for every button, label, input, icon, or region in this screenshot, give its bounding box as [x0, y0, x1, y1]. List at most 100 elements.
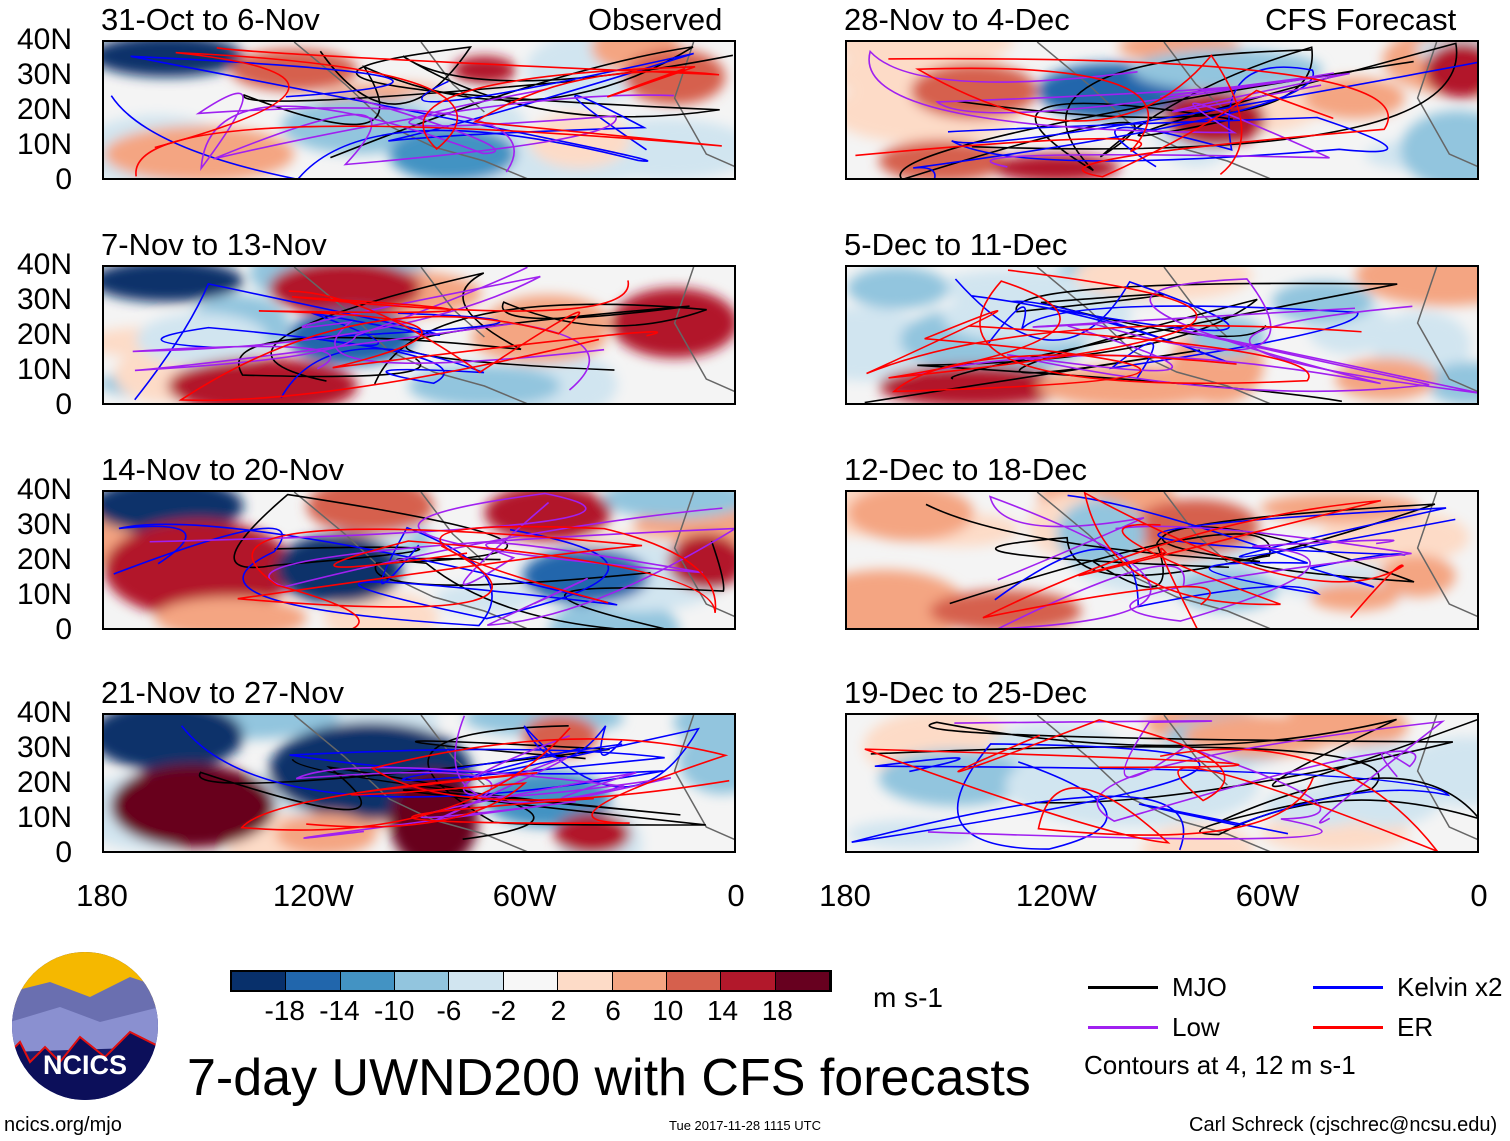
colorbar-label: -2	[491, 995, 517, 1026]
contour-mjo	[233, 493, 651, 586]
contour-low	[1115, 525, 1412, 622]
contour-low	[1006, 305, 1477, 394]
anomaly-shade	[484, 492, 612, 541]
map-panel	[102, 490, 736, 630]
panel-title: 12-Dec to 18-Dec	[844, 452, 1087, 487]
anomaly-shade	[268, 267, 421, 316]
colorbar-label: 10	[652, 995, 684, 1026]
colorbar-swatch	[612, 972, 667, 990]
contour-mjo	[949, 526, 1415, 605]
anomaly-shade	[1379, 555, 1456, 597]
x-tick-label: 180	[819, 878, 871, 913]
y-tick-label: 40N	[16, 696, 72, 729]
panel-title: 5-Dec to 11-Dec	[844, 227, 1068, 262]
anomaly-shade	[110, 764, 276, 848]
y-tick-label: 0	[55, 163, 72, 196]
contour-low	[268, 507, 734, 626]
contour-er	[258, 280, 659, 369]
anomaly-shade	[1355, 267, 1477, 306]
legend-line	[1313, 986, 1383, 989]
contour-mjo	[928, 718, 1477, 804]
contour-er	[135, 47, 722, 177]
legend-label: Low	[1172, 1012, 1220, 1042]
contour-low	[927, 720, 1323, 840]
legend-line	[1088, 1026, 1158, 1029]
colorbar	[230, 970, 832, 992]
colorbar-label: -14	[319, 995, 360, 1026]
panel-title: 7-Nov to 13-Nov	[101, 227, 327, 262]
footer-credit: Carl Schreck (cjschrec@ncsu.edu)	[1189, 1114, 1498, 1136]
anomaly-shade	[668, 534, 734, 590]
anomaly-shade	[1183, 715, 1336, 757]
contour-low	[149, 492, 703, 586]
legend-label: ER	[1397, 1012, 1434, 1042]
observed-header: Observed	[588, 2, 723, 37]
map-panel	[102, 265, 736, 405]
contour-low	[295, 715, 625, 822]
coastline	[1036, 42, 1477, 178]
x-tick-label: 120W	[272, 878, 354, 913]
colorbar-swatch	[449, 972, 504, 990]
contour-mjo	[899, 46, 1414, 178]
footer-url[interactable]: ncics.org/mjo	[4, 1114, 122, 1136]
y-tick-label: 10N	[16, 353, 72, 386]
y-tick-label: 0	[55, 613, 72, 646]
colorbar-swatch	[395, 972, 450, 990]
ncics-logo: NCICS	[12, 952, 158, 1100]
x-tick-label: 60W	[1235, 878, 1300, 913]
anomaly-shade	[104, 715, 244, 771]
contour-er	[237, 528, 643, 628]
colorbar-swatch	[232, 972, 287, 990]
y-tick-label: 10N	[16, 128, 72, 161]
anomaly-shade	[167, 358, 358, 403]
y-tick-label: 30N	[16, 731, 72, 764]
anomaly-shade	[528, 112, 631, 168]
map-panel	[102, 713, 736, 853]
contour-mjo	[237, 272, 522, 382]
anomaly-shade	[1400, 110, 1477, 178]
anomaly-shade	[878, 750, 1031, 806]
anomaly-shade	[992, 154, 1120, 178]
forecast-header: CFS Forecast	[1265, 2, 1457, 37]
x-tick-label: 60W	[492, 878, 557, 913]
colorbar-label: 14	[706, 995, 739, 1026]
x-tick-label: 0	[1470, 878, 1488, 913]
contour-er	[333, 525, 717, 613]
map-panel	[845, 490, 1479, 630]
contour-low	[132, 275, 605, 370]
x-tick-label: 120W	[1015, 878, 1097, 913]
contour-er	[888, 269, 1310, 385]
y-tick-label: 20N	[16, 766, 72, 799]
map-panel	[845, 40, 1479, 180]
panel-title: 28-Nov to 4-Dec	[844, 2, 1070, 37]
anomaly-shade	[275, 813, 377, 851]
colorbar-swatch	[503, 972, 559, 990]
figure-title: 7-day UWND200 with CFS forecasts	[187, 1049, 1031, 1107]
contour-kelvin	[947, 61, 1477, 162]
contour-er	[982, 499, 1382, 628]
anomaly-shade	[847, 820, 974, 848]
contour-er	[855, 54, 1243, 175]
contour-kelvin	[180, 725, 665, 798]
x-tick-label: 0	[727, 878, 745, 913]
contour-mjo	[925, 503, 1436, 577]
panel-title: 31-Oct to 6-Nov	[101, 2, 320, 37]
colorbar-swatch	[666, 972, 722, 990]
anomaly-shade	[1037, 365, 1228, 403]
y-tick-label: 0	[55, 836, 72, 869]
anomaly-shade	[104, 42, 244, 77]
contour-er	[888, 57, 1390, 178]
y-tick-label: 40N	[16, 473, 72, 506]
legend-line	[1088, 986, 1158, 989]
anomaly-shade	[929, 590, 1082, 628]
contour-mjo	[319, 46, 734, 118]
anomaly-shade	[1176, 569, 1279, 611]
colorbar-label: 2	[550, 995, 567, 1026]
anomaly-shade	[104, 520, 295, 618]
contour-er	[154, 51, 696, 151]
panel-title: 19-Dec to 25-Dec	[844, 675, 1087, 710]
anomaly-shade	[602, 492, 734, 519]
anomaly-shade	[1335, 358, 1437, 400]
anomaly-shade	[104, 267, 244, 302]
